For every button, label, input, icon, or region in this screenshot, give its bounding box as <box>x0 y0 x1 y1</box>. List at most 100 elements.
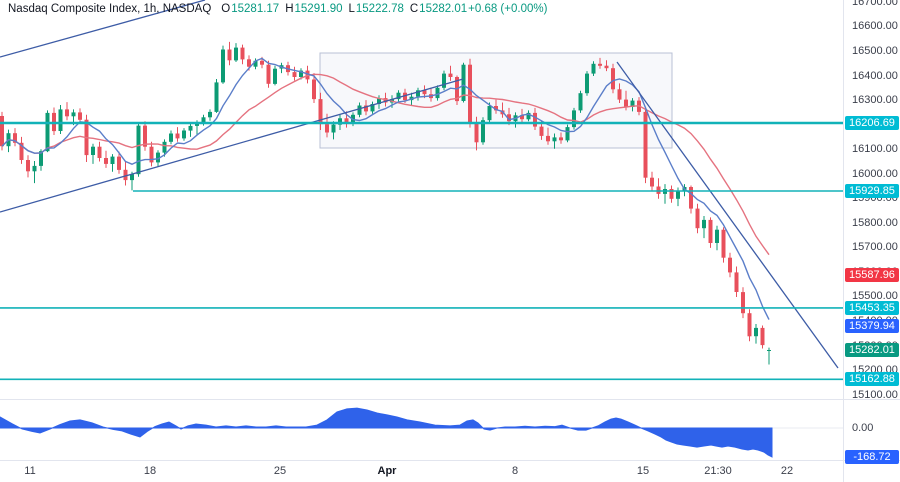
candle[interactable] <box>52 107 56 136</box>
price-axis-label: 15500.00 <box>852 290 898 302</box>
candle[interactable] <box>416 87 420 101</box>
price-axis-label: 16700.00 <box>852 0 898 8</box>
candle[interactable] <box>617 83 622 103</box>
candle[interactable] <box>591 61 596 76</box>
candle[interactable] <box>565 124 570 143</box>
trendline-upper-channel[interactable] <box>0 0 206 58</box>
candle[interactable] <box>481 117 485 145</box>
candle[interactable] <box>136 123 141 177</box>
candle[interactable] <box>169 130 173 145</box>
candle[interactable] <box>208 109 212 121</box>
candle[interactable] <box>143 121 147 151</box>
candle[interactable] <box>702 216 706 239</box>
candle[interactable] <box>97 141 102 162</box>
time-axis-label: 21:30 <box>704 465 732 477</box>
candle[interactable] <box>65 102 69 121</box>
candle[interactable] <box>396 90 401 103</box>
candle[interactable] <box>442 70 446 91</box>
candle[interactable] <box>182 128 186 141</box>
candle[interactable] <box>104 150 108 168</box>
candle[interactable] <box>123 161 128 186</box>
candle[interactable] <box>656 178 661 199</box>
candle[interactable] <box>754 324 758 344</box>
low-label: L <box>348 3 355 15</box>
candle[interactable] <box>669 185 674 203</box>
candle[interactable] <box>13 128 17 147</box>
candle[interactable] <box>533 107 537 130</box>
candle[interactable] <box>273 65 277 86</box>
candle[interactable] <box>32 161 37 184</box>
candle[interactable] <box>695 203 700 234</box>
candle[interactable] <box>578 90 583 113</box>
candle[interactable] <box>552 133 557 149</box>
candle[interactable] <box>721 227 726 263</box>
candle[interactable] <box>526 110 531 122</box>
candle[interactable] <box>572 107 576 130</box>
candle[interactable] <box>214 79 219 113</box>
candle[interactable] <box>663 184 667 204</box>
candle[interactable] <box>448 65 453 81</box>
candle[interactable] <box>91 143 95 164</box>
candle[interactable] <box>546 127 550 145</box>
chart-legend[interactable]: Nasdaq Composite Index, 1h, NASDAQ O15281… <box>8 3 547 15</box>
price-axis-label: 16100.00 <box>852 143 898 155</box>
candle[interactable] <box>767 347 771 365</box>
candle[interactable] <box>175 127 180 142</box>
candle[interactable] <box>0 111 4 151</box>
candle[interactable] <box>370 101 375 114</box>
candle[interactable] <box>130 171 134 191</box>
candle[interactable] <box>45 110 50 153</box>
candle[interactable] <box>611 63 615 94</box>
price-axis-label: 16500.00 <box>852 45 898 57</box>
candle[interactable] <box>357 102 362 118</box>
candle[interactable] <box>760 325 765 349</box>
candle[interactable] <box>468 58 472 128</box>
candle[interactable] <box>741 287 745 319</box>
trendline-lower-channel[interactable] <box>0 78 464 213</box>
candle[interactable] <box>559 132 563 144</box>
candle[interactable] <box>19 136 24 164</box>
close-label: C <box>409 3 419 15</box>
candle[interactable] <box>110 154 115 172</box>
candle[interactable] <box>221 45 225 84</box>
candle[interactable] <box>58 105 63 134</box>
candle[interactable] <box>162 139 167 157</box>
candle[interactable] <box>689 185 693 214</box>
candle[interactable] <box>377 95 381 109</box>
candle[interactable] <box>598 57 602 69</box>
candle[interactable] <box>266 60 271 88</box>
candle[interactable] <box>312 73 316 103</box>
candle[interactable] <box>728 252 732 278</box>
indicator-area[interactable] <box>0 407 773 458</box>
candle[interactable] <box>747 309 752 342</box>
candle[interactable] <box>734 266 739 298</box>
candle[interactable] <box>539 121 544 140</box>
candle[interactable] <box>188 123 193 137</box>
trendline-down-trend[interactable] <box>616 61 839 369</box>
indicator-zero-label: 0.00 <box>852 422 874 434</box>
candle[interactable] <box>292 66 297 81</box>
candle[interactable] <box>435 85 440 101</box>
candle[interactable] <box>364 100 368 116</box>
price-badge: 15587.96 <box>845 268 899 282</box>
candle[interactable] <box>149 141 154 167</box>
candle[interactable] <box>240 44 245 65</box>
candle[interactable] <box>708 217 713 248</box>
candle[interactable] <box>643 107 648 184</box>
candle[interactable] <box>227 41 232 66</box>
candle[interactable] <box>494 99 498 114</box>
candle[interactable] <box>117 151 121 174</box>
candle[interactable] <box>234 43 238 62</box>
candle[interactable] <box>604 60 609 72</box>
candle[interactable] <box>630 98 635 112</box>
candle[interactable] <box>715 225 719 251</box>
candle[interactable] <box>650 171 654 192</box>
candle[interactable] <box>78 108 82 123</box>
candle[interactable] <box>253 58 258 70</box>
candle[interactable] <box>26 155 30 178</box>
candle[interactable] <box>487 102 492 123</box>
candle[interactable] <box>585 71 589 96</box>
price-badge: 16206.69 <box>845 116 899 130</box>
